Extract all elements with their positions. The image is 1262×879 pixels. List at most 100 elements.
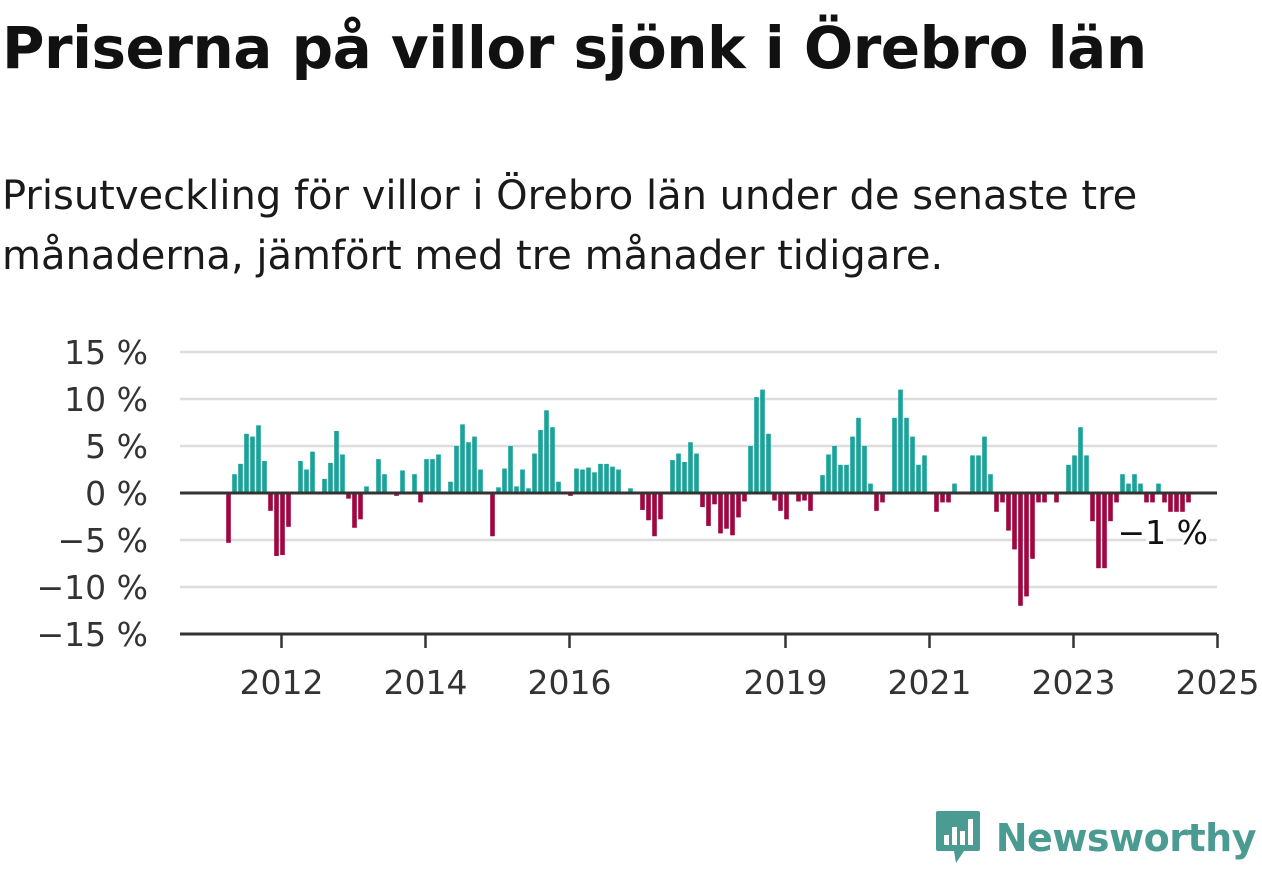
- bar: [1066, 464, 1071, 493]
- bar: [328, 462, 333, 493]
- bar: [628, 488, 633, 493]
- bar: [376, 459, 381, 493]
- bar: [1186, 493, 1191, 503]
- bar: [1078, 427, 1083, 493]
- bar: [358, 493, 363, 520]
- y-tick-label: −5 %: [58, 521, 149, 560]
- bar: [1138, 483, 1143, 493]
- bar: [1084, 455, 1089, 493]
- bar: [844, 464, 849, 493]
- bar: [670, 460, 675, 493]
- bar: [514, 486, 519, 493]
- bar: [1162, 493, 1167, 503]
- bar: [460, 424, 465, 493]
- bar: [478, 469, 483, 493]
- bar: [730, 493, 735, 536]
- bar: [412, 474, 417, 493]
- bar: [508, 446, 513, 493]
- bar: [868, 483, 873, 493]
- bar: [802, 493, 807, 501]
- bar: [1144, 493, 1149, 503]
- bar: [250, 436, 255, 493]
- bar: [934, 493, 939, 512]
- bar: [616, 469, 621, 493]
- x-tick-label: 2019: [744, 663, 828, 702]
- bar: [748, 446, 753, 493]
- bar: [472, 436, 477, 493]
- last-value-label: −1 %: [1118, 513, 1209, 552]
- bar: [778, 493, 783, 511]
- bar: [352, 493, 357, 528]
- bar: [496, 487, 501, 493]
- bar: [256, 425, 261, 493]
- bar: [832, 446, 837, 493]
- bar: [364, 486, 369, 493]
- bar: [322, 478, 327, 493]
- y-tick-label: 10 %: [64, 380, 148, 419]
- bar: [808, 493, 813, 511]
- bar: [580, 469, 585, 493]
- bar: [688, 442, 693, 493]
- bar: [1000, 493, 1005, 503]
- bar: [538, 430, 543, 493]
- bar: [700, 493, 705, 508]
- bar: [982, 436, 987, 493]
- bar: [1072, 455, 1077, 493]
- bar: [598, 463, 603, 493]
- bar: [658, 493, 663, 520]
- bar: [742, 493, 747, 502]
- bar: [1126, 483, 1131, 493]
- chart-title: Priserna på villor sjönk i Örebro län: [2, 14, 1147, 82]
- x-tick-label: 2021: [888, 663, 972, 702]
- bar: [922, 455, 927, 493]
- bar: [430, 459, 435, 493]
- bar: [232, 474, 237, 493]
- bar: [652, 493, 657, 537]
- bar: [520, 469, 525, 493]
- bar: [1030, 493, 1035, 559]
- bar: [1180, 493, 1185, 512]
- bar: [796, 493, 801, 502]
- bar: [640, 493, 645, 510]
- brand-name: Newsworthy: [995, 816, 1257, 860]
- bar: [424, 459, 429, 493]
- bar: [1024, 493, 1029, 597]
- bar: [346, 493, 351, 499]
- bar: [238, 463, 243, 493]
- bar: [724, 493, 729, 529]
- bar: [838, 464, 843, 493]
- bar: [898, 389, 903, 493]
- brand-logo[interactable]: Newsworthy: [934, 809, 1257, 867]
- bar: [1090, 493, 1095, 522]
- x-tick-label: 2023: [1032, 663, 1116, 702]
- bar: [1036, 493, 1041, 503]
- bar: [286, 493, 291, 527]
- bar: [1102, 493, 1107, 569]
- bar: [226, 493, 231, 543]
- bar: [436, 454, 441, 493]
- bar: [502, 468, 507, 493]
- bar: [1054, 493, 1059, 503]
- bar: [988, 474, 993, 493]
- bar: [244, 433, 249, 493]
- bar: [490, 493, 495, 537]
- bar: [706, 493, 711, 526]
- bar: [952, 483, 957, 493]
- bar: [1168, 493, 1173, 512]
- bar: [268, 493, 273, 511]
- x-tick-label: 2014: [384, 663, 468, 702]
- bar-chart-speech-bubble-icon: [935, 811, 980, 863]
- bar: [1006, 493, 1011, 531]
- bar: [1120, 474, 1125, 493]
- bar: [544, 410, 549, 493]
- bar: [340, 454, 345, 493]
- bar: [550, 427, 555, 493]
- bar: [976, 455, 981, 493]
- bar: [574, 468, 579, 493]
- bar: [826, 454, 831, 493]
- x-tick-label: 2012: [240, 663, 324, 702]
- bar: [1042, 493, 1047, 503]
- bar: [280, 493, 285, 556]
- bar: [400, 470, 405, 493]
- bar: [904, 417, 909, 493]
